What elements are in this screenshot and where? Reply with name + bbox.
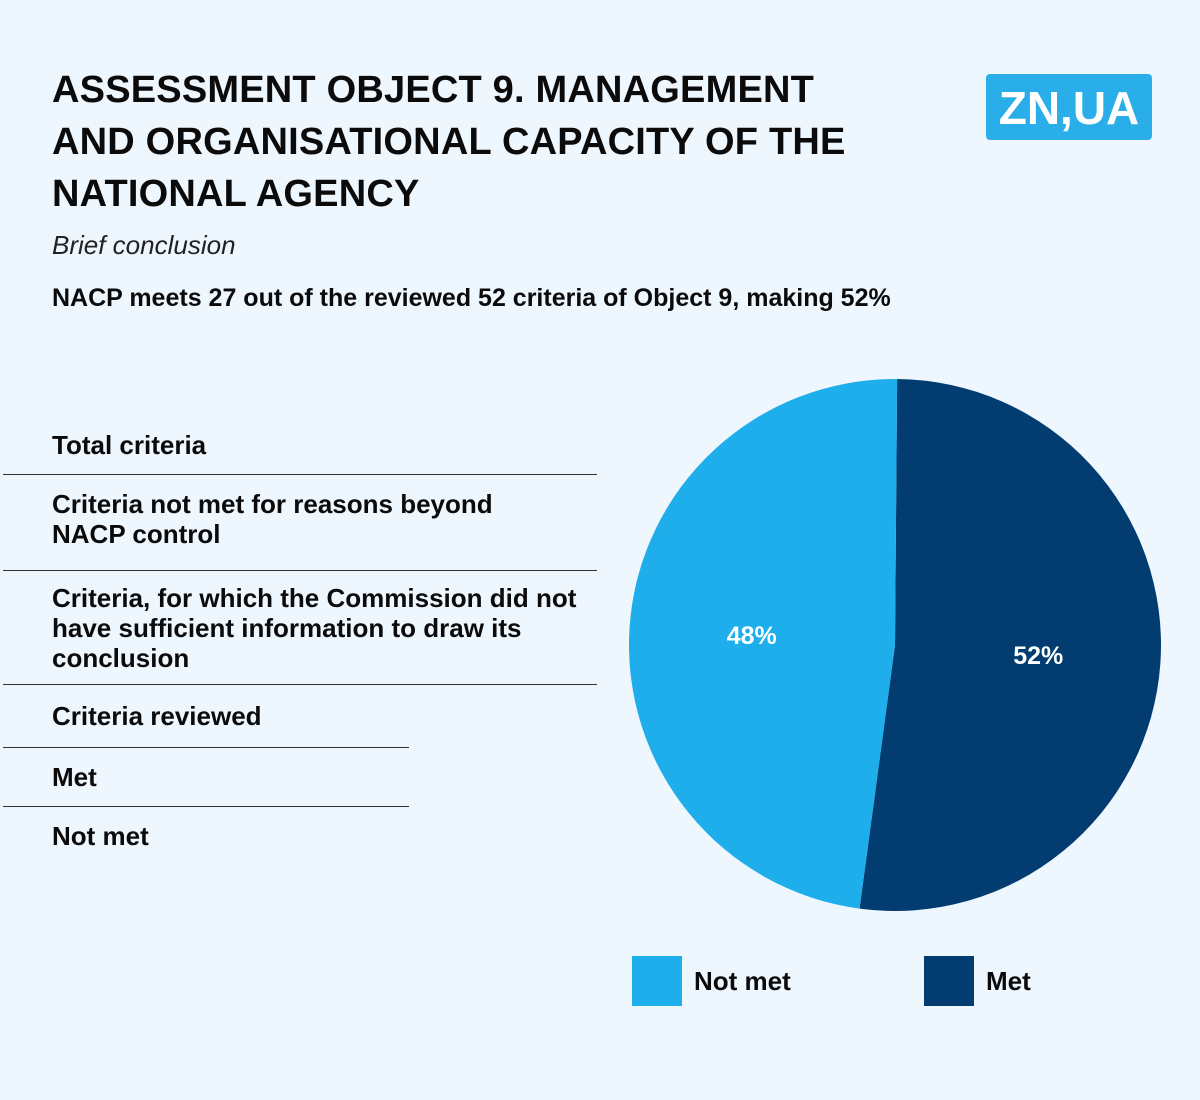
criteria-label: Criteria, for which the Commission did n… bbox=[52, 583, 577, 673]
pie-chart: 52% 48% bbox=[628, 379, 1161, 911]
summary-text: NACP meets 27 out of the reviewed 52 cri… bbox=[52, 284, 891, 312]
pie-slice-not-met bbox=[628, 379, 898, 909]
criteria-label: Criteria reviewed bbox=[52, 701, 262, 731]
criteria-row: Criteria, for which the Commission did n… bbox=[0, 571, 600, 685]
criteria-row: Met bbox=[0, 748, 600, 807]
legend-label: Met bbox=[986, 965, 1031, 996]
row-divider bbox=[3, 570, 597, 571]
zn-ua-logo: ZN,UA bbox=[986, 74, 1152, 140]
legend-item-met: Met bbox=[924, 956, 1031, 1006]
pie-slice-met bbox=[859, 379, 1161, 911]
criteria-label: Criteria not met for reasons beyond NACP… bbox=[52, 489, 493, 549]
legend-swatch bbox=[632, 956, 682, 1006]
row-divider bbox=[3, 474, 597, 475]
legend-swatch bbox=[924, 956, 974, 1006]
criteria-row: Not met bbox=[0, 807, 600, 857]
legend-label: Not met bbox=[694, 965, 791, 996]
slice-label-met: 52% bbox=[1013, 642, 1063, 670]
criteria-table: Total criteria Criteria not met for reas… bbox=[0, 418, 600, 857]
row-divider bbox=[3, 684, 597, 685]
legend-item-not-met: Not met bbox=[632, 956, 791, 1006]
svg-text:ZN,UA: ZN,UA bbox=[999, 82, 1140, 134]
criteria-label: Total criteria bbox=[52, 430, 207, 460]
criteria-row: Criteria not met for reasons beyond NACP… bbox=[0, 475, 600, 571]
row-divider bbox=[3, 806, 409, 807]
subtitle: Brief conclusion bbox=[52, 230, 236, 260]
criteria-label: Met bbox=[52, 762, 97, 792]
criteria-row: Criteria reviewed bbox=[0, 685, 600, 748]
slice-label-not-met: 48% bbox=[727, 622, 777, 650]
row-divider bbox=[3, 747, 409, 748]
chart-title: ASSESSMENT OBJECT 9. MANAGEMENT AND ORGA… bbox=[52, 69, 846, 215]
criteria-label: Not met bbox=[52, 821, 149, 851]
criteria-row: Total criteria bbox=[0, 418, 600, 475]
